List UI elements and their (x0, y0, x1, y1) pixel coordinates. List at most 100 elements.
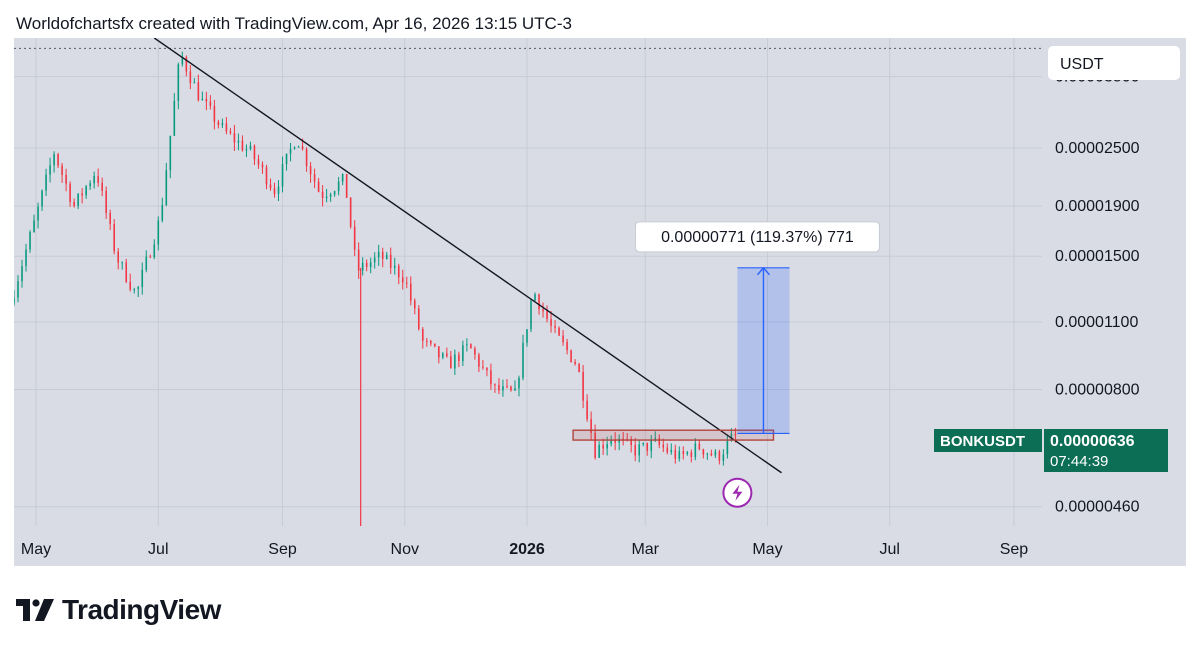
candle-body (265, 167, 268, 185)
candle-body (678, 451, 681, 459)
candle-body (686, 452, 689, 454)
x-tick-label: Jul (148, 541, 168, 558)
candle-body (722, 454, 725, 461)
currency-button-bg[interactable] (1048, 46, 1180, 80)
candle-body (482, 366, 484, 368)
x-tick-label: May (21, 541, 51, 558)
candle-body (97, 176, 99, 183)
candle-body (173, 100, 176, 136)
candle-body (594, 432, 596, 458)
candle-body (257, 159, 260, 165)
last-price-tag-bg (1044, 429, 1168, 472)
candle-body (25, 249, 27, 267)
candle-body (486, 367, 488, 371)
candle-body (125, 262, 128, 282)
candle-body (470, 344, 472, 349)
candle-body (690, 452, 693, 457)
candle-body (253, 145, 256, 160)
candle-body (494, 384, 496, 386)
candle-body (409, 283, 412, 301)
candle-body (77, 193, 79, 206)
candle-body (462, 345, 464, 362)
candle-body (21, 266, 23, 282)
candle-body (261, 164, 264, 168)
candle-body (65, 174, 67, 184)
candle-body (101, 182, 103, 191)
y-tick-label: 0.00001900 (1055, 198, 1140, 215)
tradingview-logo[interactable]: TradingView (16, 594, 221, 626)
candle-body (530, 300, 532, 330)
candle-body (233, 133, 236, 143)
candle-body (389, 254, 392, 268)
candle-body (245, 149, 248, 151)
candle-body (337, 181, 340, 192)
candle-body (197, 82, 200, 101)
candle-body (169, 135, 172, 171)
candle-body (698, 443, 701, 450)
candle-body (393, 265, 396, 268)
candle-body (718, 451, 721, 461)
candle-body (37, 206, 39, 221)
candle-body (49, 165, 51, 175)
candle-body (526, 329, 528, 343)
candle-body (658, 438, 661, 445)
candle-body (566, 342, 568, 351)
candle-body (193, 82, 196, 84)
candle-body (622, 438, 624, 440)
candle-body (438, 346, 440, 358)
candle-body (269, 184, 272, 189)
price-chart[interactable]: 0.000035000.000025000.000019000.00001500… (13, 37, 1186, 566)
candle-body (317, 181, 320, 192)
candle-body (702, 449, 705, 455)
chart-attribution: Worldofchartsfx created with TradingView… (16, 14, 572, 33)
candle-body (277, 186, 280, 194)
x-tick-label: 2026 (509, 541, 545, 558)
symbol-tag-label: BONKUSDT (940, 433, 1025, 450)
candle-body (145, 256, 148, 270)
currency-button[interactable]: USDT (1048, 46, 1180, 80)
candle-body (13, 297, 15, 304)
candle-body (602, 444, 604, 449)
candle-body (498, 384, 500, 391)
candle-body (129, 281, 132, 290)
candle-body (93, 176, 95, 184)
candle-body (401, 277, 404, 283)
bar-countdown: 07:44:39 (1050, 453, 1108, 470)
candle-body (574, 361, 576, 364)
x-tick-label: Sep (268, 541, 297, 558)
candle-body (57, 154, 59, 166)
currency-button-label[interactable]: USDT (1060, 56, 1104, 73)
candle-body (17, 281, 19, 298)
candle-body (273, 188, 276, 194)
candle-body (542, 309, 544, 312)
candle-body (241, 140, 244, 151)
candle-body (381, 251, 384, 259)
time-axis[interactable]: May Jul Sep Nov 2026 Mar May Jul Sep (21, 541, 1028, 558)
candle-body (413, 300, 416, 309)
candle-body (349, 197, 352, 227)
candle-body (213, 105, 216, 122)
candle-body (137, 287, 140, 290)
price-range-label-bg (634, 221, 880, 253)
candle-body (421, 328, 424, 341)
candle-body (369, 262, 372, 268)
candle-body (289, 148, 292, 154)
candle-body (345, 173, 348, 198)
resistance-zone (572, 429, 775, 441)
candle-body (109, 213, 111, 225)
candle-body (153, 244, 156, 258)
candle-body (638, 444, 641, 456)
candle-body (185, 57, 188, 72)
candle-body (682, 451, 685, 454)
candle-body (610, 439, 612, 444)
chart-panel[interactable]: 0.000035000.000025000.000019000.00001500… (13, 37, 1186, 566)
candle-body (105, 190, 107, 214)
candle-body (81, 193, 83, 196)
candle-body (538, 294, 540, 310)
candle-body (474, 348, 476, 355)
candle-body (446, 353, 448, 357)
y-tick-label: 0.00001500 (1055, 248, 1140, 265)
candle-body (385, 254, 388, 259)
candle-body (41, 190, 43, 207)
candle-body (590, 419, 592, 433)
